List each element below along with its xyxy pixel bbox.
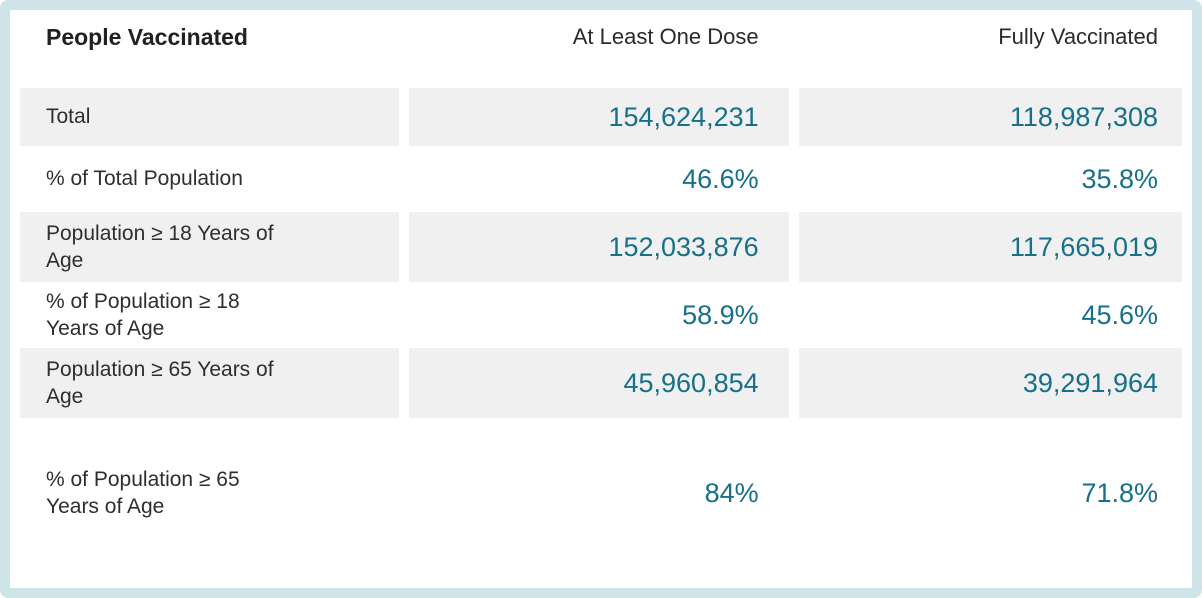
- header-row: People Vaccinated At Least One Dose Full…: [20, 10, 1182, 88]
- table-row: % of Population ≥ 18 Years of Age 58.9% …: [20, 282, 1182, 348]
- row-label: Total: [20, 88, 400, 146]
- one-dose-value: 84%: [704, 477, 759, 508]
- row-label: Population ≥ 18 Years of Age: [20, 212, 400, 282]
- table-row: Population ≥ 18 Years of Age 152,033,876…: [20, 212, 1182, 282]
- one-dose-value: 58.9%: [682, 299, 759, 330]
- fully-vaccinated-value: 117,665,019: [798, 212, 1182, 282]
- table-title: People Vaccinated: [46, 24, 248, 50]
- table-header: People Vaccinated At Least One Dose Full…: [20, 10, 1182, 88]
- one-dose-value: 154,624,231: [409, 88, 789, 146]
- one-dose-value: 46.6%: [682, 163, 759, 194]
- people-vaccinated-table: People Vaccinated At Least One Dose Full…: [10, 10, 1192, 568]
- table-row: % of Total Population 46.6% 35.8%: [20, 146, 1182, 212]
- column-header-at-least-one-dose: At Least One Dose: [572, 24, 759, 49]
- fully-vaccinated-value: 35.8%: [1081, 163, 1158, 194]
- column-header-fully-vaccinated: Fully Vaccinated: [998, 24, 1158, 49]
- row-label: % of Population ≥ 65 Years of Age: [46, 467, 240, 518]
- row-label: % of Total Population: [46, 167, 243, 191]
- fully-vaccinated-value: 39,291,964: [798, 348, 1182, 418]
- table-row: Population ≥ 65 Years of Age 45,960,854 …: [20, 348, 1182, 418]
- row-label: Population ≥ 65 Years of Age: [20, 348, 400, 418]
- fully-vaccinated-value: 45.6%: [1081, 299, 1158, 330]
- fully-vaccinated-value: 118,987,308: [798, 88, 1182, 146]
- table-row: % of Population ≥ 65 Years of Age 84% 71…: [20, 418, 1182, 568]
- table-body: Total 154,624,231 118,987,308 % of Total…: [20, 88, 1182, 568]
- one-dose-value: 152,033,876: [409, 212, 789, 282]
- fully-vaccinated-value: 71.8%: [1081, 477, 1158, 508]
- one-dose-value: 45,960,854: [409, 348, 789, 418]
- table-row: Total 154,624,231 118,987,308: [20, 88, 1182, 146]
- row-label: % of Population ≥ 18 Years of Age: [46, 289, 240, 340]
